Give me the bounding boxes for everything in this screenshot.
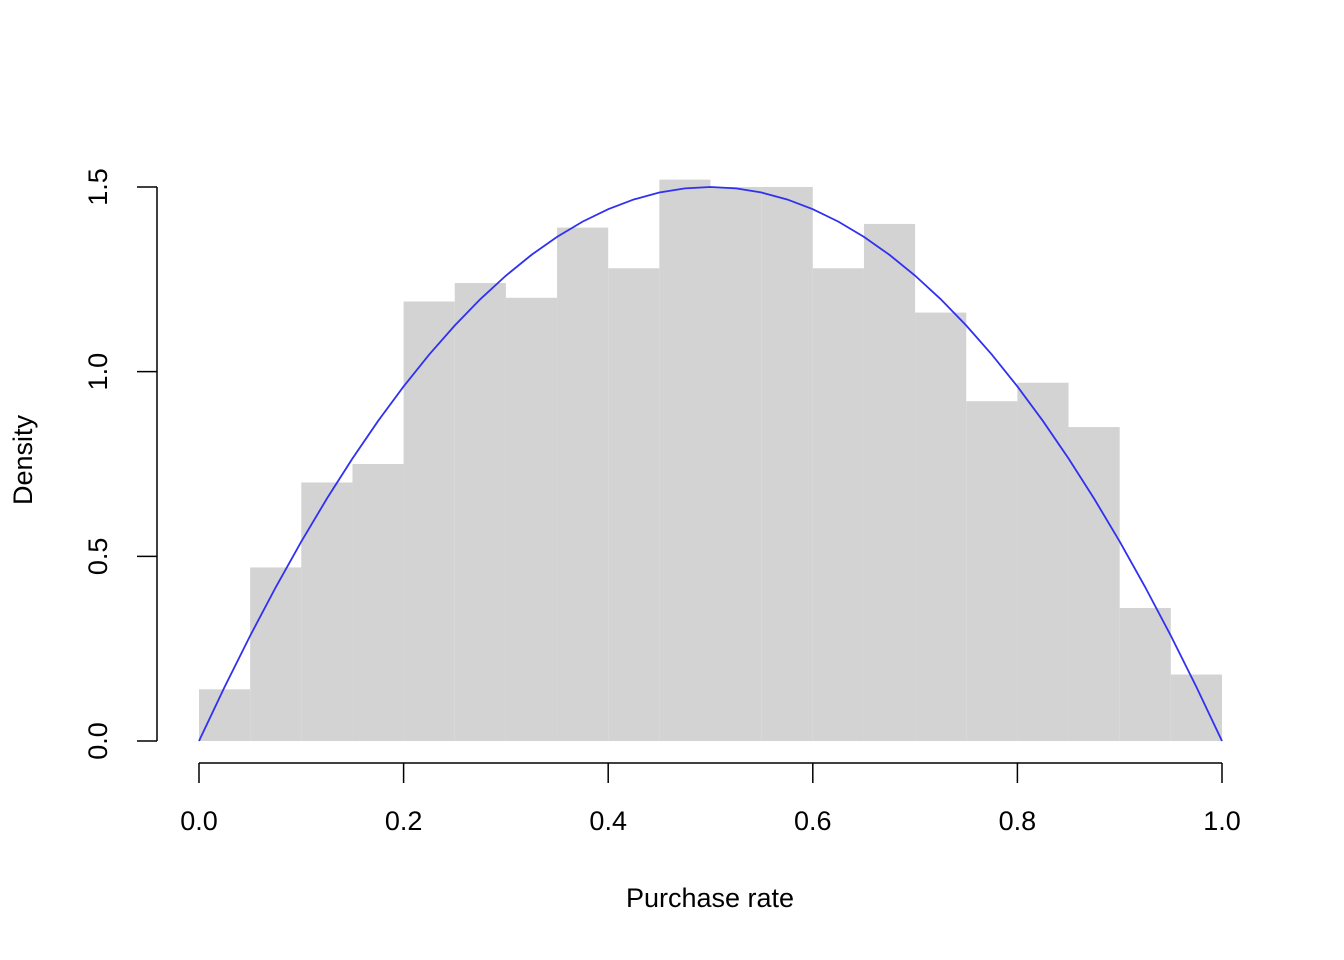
y-tick-label: 1.5: [83, 168, 113, 206]
y-tick-label: 0.5: [83, 538, 113, 576]
y-tick-label: 1.0: [83, 353, 113, 391]
y-axis-title: Density: [8, 414, 38, 505]
x-tick-label: 0.0: [180, 806, 218, 836]
bar: [863, 223, 916, 741]
bar: [915, 312, 967, 741]
bar: [1068, 427, 1120, 741]
bar: [710, 187, 762, 741]
x-axis-title: Purchase rate: [626, 883, 794, 913]
bar: [608, 268, 660, 741]
y-tick-label: 0.0: [83, 722, 113, 760]
bar: [761, 187, 813, 741]
x-tick-label: 0.2: [385, 806, 423, 836]
density-curve: [198, 186, 1223, 742]
bar: [250, 567, 302, 741]
bar: [403, 301, 455, 741]
x-tick-label: 0.8: [999, 806, 1037, 836]
bar: [352, 464, 404, 741]
x-tick-label: 0.6: [794, 806, 832, 836]
bar: [454, 283, 506, 741]
bar: [505, 297, 558, 741]
bar: [1017, 382, 1069, 741]
bar: [1170, 674, 1222, 741]
bar: [557, 227, 609, 742]
bar: [199, 689, 251, 741]
bar: [301, 482, 353, 741]
bar: [812, 268, 864, 741]
x-tick-label: 1.0: [1203, 806, 1241, 836]
bar: [659, 179, 711, 741]
bar: [1119, 608, 1171, 741]
x-tick-label: 0.4: [589, 806, 627, 836]
bar: [966, 401, 1018, 741]
